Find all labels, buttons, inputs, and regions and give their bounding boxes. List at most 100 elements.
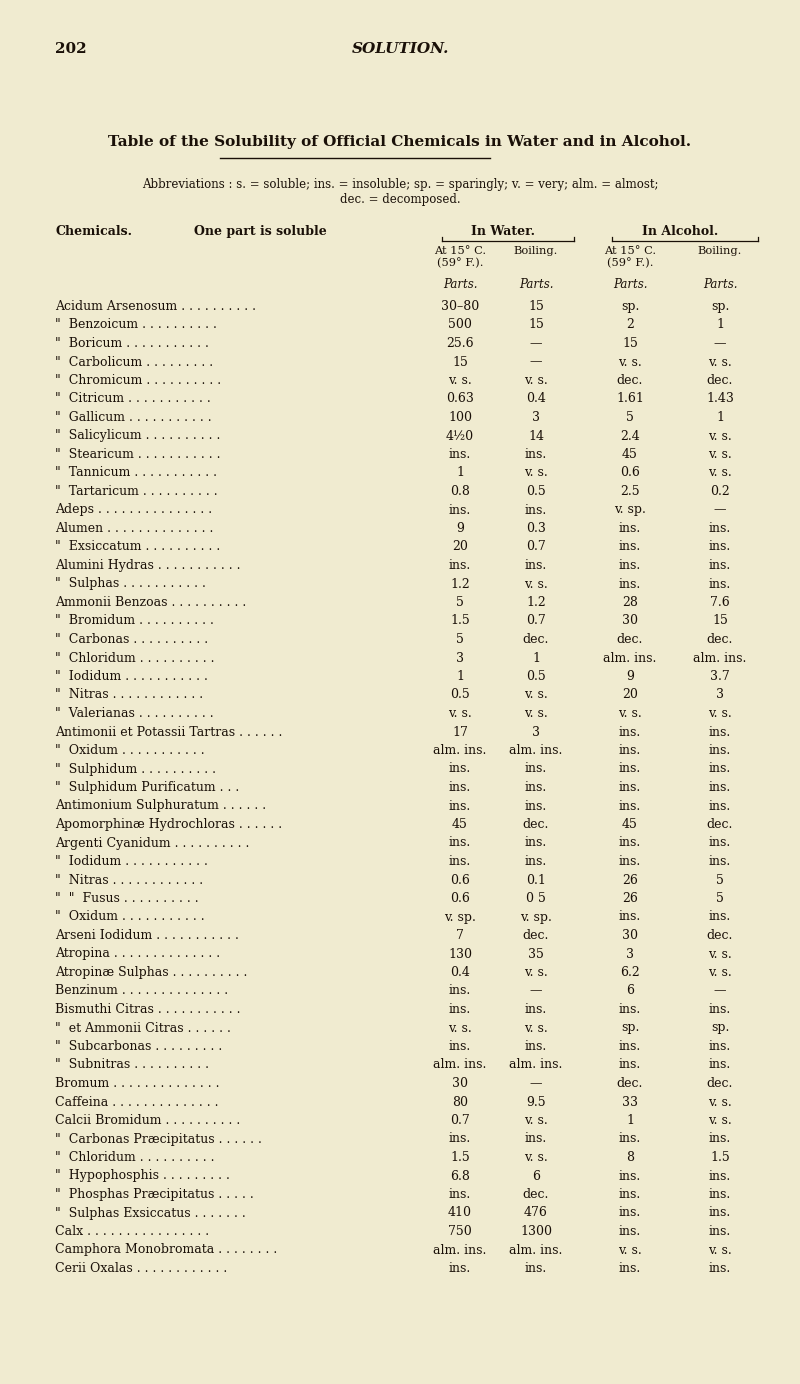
Text: 20: 20 — [452, 541, 468, 554]
Text: 6.8: 6.8 — [450, 1169, 470, 1182]
Text: Chemicals.: Chemicals. — [55, 226, 132, 238]
Text: ins.: ins. — [449, 781, 471, 794]
Text: 15: 15 — [528, 300, 544, 313]
Text: 130: 130 — [448, 948, 472, 960]
Text: v. s.: v. s. — [708, 1114, 732, 1127]
Text: 15: 15 — [712, 614, 728, 627]
Text: —: — — [714, 984, 726, 998]
Text: 3: 3 — [532, 725, 540, 739]
Text: One part is soluble: One part is soluble — [194, 226, 326, 238]
Text: ins.: ins. — [709, 1059, 731, 1071]
Text: 0.3: 0.3 — [526, 522, 546, 536]
Text: 15: 15 — [622, 336, 638, 350]
Text: 28: 28 — [622, 597, 638, 609]
Text: 1: 1 — [626, 1114, 634, 1127]
Text: "  Sulphidum . . . . . . . . . .: " Sulphidum . . . . . . . . . . — [55, 763, 216, 775]
Text: 3: 3 — [716, 688, 724, 702]
Text: Alumen . . . . . . . . . . . . . .: Alumen . . . . . . . . . . . . . . — [55, 522, 214, 536]
Text: ins.: ins. — [709, 541, 731, 554]
Text: v. s.: v. s. — [708, 356, 732, 368]
Text: 9.5: 9.5 — [526, 1096, 546, 1109]
Text: Atropinæ Sulphas . . . . . . . . . .: Atropinæ Sulphas . . . . . . . . . . — [55, 966, 247, 978]
Text: dec. = decomposed.: dec. = decomposed. — [340, 192, 460, 206]
Text: "  Stearicum . . . . . . . . . . .: " Stearicum . . . . . . . . . . . — [55, 448, 221, 461]
Text: SOLUTION.: SOLUTION. — [351, 42, 449, 55]
Text: 35: 35 — [528, 948, 544, 960]
Text: v. s.: v. s. — [618, 707, 642, 720]
Text: v. s.: v. s. — [524, 466, 548, 479]
Text: dec.: dec. — [707, 929, 733, 943]
Text: ins.: ins. — [525, 504, 547, 516]
Text: dec.: dec. — [707, 1077, 733, 1091]
Text: 6: 6 — [532, 1169, 540, 1182]
Text: Alumini Hydras . . . . . . . . . . .: Alumini Hydras . . . . . . . . . . . — [55, 559, 241, 572]
Text: ins.: ins. — [709, 855, 731, 868]
Text: 0.63: 0.63 — [446, 393, 474, 406]
Text: ins.: ins. — [525, 559, 547, 572]
Text: ins.: ins. — [709, 1039, 731, 1053]
Text: v. s.: v. s. — [524, 374, 548, 388]
Text: dec.: dec. — [523, 1187, 549, 1201]
Text: ins.: ins. — [709, 800, 731, 812]
Text: 17: 17 — [452, 725, 468, 739]
Text: 5: 5 — [456, 597, 464, 609]
Text: v. s.: v. s. — [708, 966, 732, 978]
Text: ins.: ins. — [709, 577, 731, 591]
Text: ins.: ins. — [525, 763, 547, 775]
Text: 0.6: 0.6 — [450, 893, 470, 905]
Text: ins.: ins. — [709, 1225, 731, 1239]
Text: "  Exsiccatum . . . . . . . . . .: " Exsiccatum . . . . . . . . . . — [55, 541, 220, 554]
Text: "  et Ammonii Citras . . . . . .: " et Ammonii Citras . . . . . . — [55, 1021, 231, 1034]
Text: ins.: ins. — [619, 1187, 641, 1201]
Text: v. s.: v. s. — [524, 1151, 548, 1164]
Text: 1.43: 1.43 — [706, 393, 734, 406]
Text: ins.: ins. — [525, 1003, 547, 1016]
Text: Atropina . . . . . . . . . . . . . .: Atropina . . . . . . . . . . . . . . — [55, 948, 220, 960]
Text: ins.: ins. — [449, 984, 471, 998]
Text: dec.: dec. — [707, 818, 733, 830]
Text: 5: 5 — [456, 632, 464, 646]
Text: "  Subcarbonas . . . . . . . . .: " Subcarbonas . . . . . . . . . — [55, 1039, 222, 1053]
Text: 2.5: 2.5 — [620, 484, 640, 498]
Text: v. s.: v. s. — [708, 707, 732, 720]
Text: 5: 5 — [716, 873, 724, 887]
Text: "  Oxidum . . . . . . . . . . .: " Oxidum . . . . . . . . . . . — [55, 911, 205, 923]
Text: Adeps . . . . . . . . . . . . . . .: Adeps . . . . . . . . . . . . . . . — [55, 504, 212, 516]
Text: 0.4: 0.4 — [526, 393, 546, 406]
Text: 30: 30 — [622, 614, 638, 627]
Text: 5: 5 — [626, 411, 634, 424]
Text: 1.5: 1.5 — [450, 614, 470, 627]
Text: 1.61: 1.61 — [616, 393, 644, 406]
Text: v. s.: v. s. — [708, 429, 732, 443]
Text: 15: 15 — [452, 356, 468, 368]
Text: ins.: ins. — [709, 911, 731, 923]
Text: ins.: ins. — [619, 541, 641, 554]
Text: —: — — [530, 356, 542, 368]
Text: Table of the Solubility of Official Chemicals in Water and in Alcohol.: Table of the Solubility of Official Chem… — [109, 136, 691, 149]
Text: ins.: ins. — [525, 1262, 547, 1275]
Text: alm. ins.: alm. ins. — [434, 1243, 486, 1257]
Text: ins.: ins. — [619, 1039, 641, 1053]
Text: ins.: ins. — [449, 504, 471, 516]
Text: 750: 750 — [448, 1225, 472, 1239]
Text: "  Chloridum . . . . . . . . . .: " Chloridum . . . . . . . . . . — [55, 1151, 214, 1164]
Text: v. s.: v. s. — [524, 707, 548, 720]
Text: 6: 6 — [626, 984, 634, 998]
Text: "  Tannicum . . . . . . . . . . .: " Tannicum . . . . . . . . . . . — [55, 466, 217, 479]
Text: 3.7: 3.7 — [710, 670, 730, 682]
Text: 410: 410 — [448, 1207, 472, 1219]
Text: "  Benzoicum . . . . . . . . . .: " Benzoicum . . . . . . . . . . — [55, 318, 217, 332]
Text: 3: 3 — [456, 652, 464, 664]
Text: ins.: ins. — [619, 577, 641, 591]
Text: "  Chromicum . . . . . . . . . .: " Chromicum . . . . . . . . . . — [55, 374, 221, 388]
Text: 7.6: 7.6 — [710, 597, 730, 609]
Text: ins.: ins. — [709, 763, 731, 775]
Text: "  Sulphidum Purificatum . . .: " Sulphidum Purificatum . . . — [55, 781, 239, 794]
Text: Bismuthi Citras . . . . . . . . . . .: Bismuthi Citras . . . . . . . . . . . — [55, 1003, 241, 1016]
Text: ins.: ins. — [525, 1039, 547, 1053]
Text: In Alcohol.: In Alcohol. — [642, 226, 718, 238]
Text: 1: 1 — [456, 670, 464, 682]
Text: v. s.: v. s. — [708, 948, 732, 960]
Text: ins.: ins. — [449, 1132, 471, 1146]
Text: ins.: ins. — [525, 800, 547, 812]
